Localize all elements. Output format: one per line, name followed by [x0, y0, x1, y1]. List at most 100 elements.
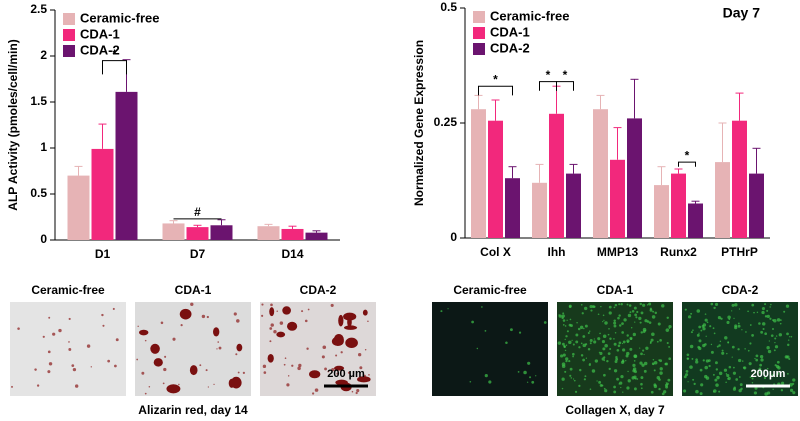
- stain-dot: [632, 363, 636, 367]
- stain-dot: [565, 357, 569, 361]
- y-tick-label: 0.5: [440, 0, 457, 14]
- stain-dot: [577, 327, 581, 331]
- stain-dot: [114, 364, 117, 368]
- significance-label: #: [194, 205, 201, 219]
- stain-blob: [362, 309, 368, 316]
- stain-blob: [276, 331, 286, 338]
- stain-dot: [565, 335, 568, 338]
- stain-dot: [618, 341, 622, 345]
- stain-dot: [761, 310, 765, 315]
- stain-dot: [763, 376, 767, 380]
- stain-dot: [589, 338, 593, 343]
- stain-dot: [652, 358, 655, 361]
- stain-dot: [602, 320, 604, 323]
- stain-dot: [279, 321, 284, 325]
- stain-dot: [364, 349, 367, 351]
- error-bar: [674, 168, 683, 174]
- stain-dot: [17, 327, 20, 330]
- stain-dot: [561, 377, 565, 381]
- legend-swatch: [473, 27, 485, 39]
- stain-dot: [602, 314, 605, 317]
- stain-dot: [273, 329, 277, 334]
- stain-dot: [593, 338, 595, 340]
- stain-dot: [756, 311, 759, 314]
- stain-dot: [766, 309, 769, 312]
- stain-dot: [766, 391, 771, 395]
- stain-dot: [788, 357, 791, 361]
- stain-dot: [668, 357, 671, 361]
- stain-dot: [162, 382, 165, 385]
- stain-dot: [741, 329, 743, 331]
- stain-dot: [747, 349, 750, 352]
- stain-dot: [172, 337, 176, 341]
- stain-dot: [713, 332, 716, 335]
- y-tick-label: 0.5: [30, 186, 47, 200]
- stain-dot: [657, 322, 661, 326]
- stain-dot: [653, 369, 656, 372]
- stain-dot: [569, 374, 572, 377]
- stain-dot: [561, 387, 564, 390]
- stain-dot: [236, 319, 240, 323]
- stain-dot: [469, 380, 472, 383]
- stain-dot: [621, 342, 624, 345]
- stain-dot: [789, 383, 793, 387]
- stain-dot: [640, 382, 643, 386]
- stain-dot: [629, 311, 632, 314]
- stain-blob: [213, 327, 220, 337]
- stain-dot: [741, 360, 744, 362]
- stain-dot: [560, 354, 564, 358]
- stain-blob: [230, 376, 242, 389]
- stain-dot: [640, 387, 643, 390]
- stain-dot: [582, 343, 587, 348]
- stain-dot: [603, 373, 606, 377]
- stain-dot: [588, 330, 591, 333]
- stain-dot: [355, 391, 358, 395]
- stain-dot: [164, 355, 167, 358]
- stain-dot: [583, 306, 588, 311]
- stain-dot: [563, 344, 566, 348]
- stain-dot: [584, 324, 588, 328]
- stain-dot: [597, 337, 601, 341]
- stain-dot: [484, 374, 488, 378]
- stain-dot: [748, 362, 752, 366]
- stain-dot: [566, 319, 568, 321]
- significance-label: *: [112, 47, 117, 61]
- stain-dot: [484, 329, 487, 332]
- stain-dot: [639, 347, 641, 349]
- stain-dot: [626, 339, 630, 343]
- stain-dot: [704, 318, 708, 322]
- bar: [257, 226, 280, 240]
- stain-dot: [725, 381, 727, 384]
- y-tick-label: 0: [450, 230, 457, 244]
- stain-dot: [287, 375, 290, 377]
- stain-dot: [625, 360, 627, 362]
- stain-dot: [665, 362, 669, 366]
- stain-dot: [618, 303, 621, 306]
- micrograph: [432, 302, 548, 396]
- legend-label: CDA-1: [80, 26, 120, 41]
- bar: [162, 223, 185, 240]
- stain-dot: [693, 382, 696, 386]
- stain-dot: [301, 310, 304, 313]
- stain-dot: [638, 316, 642, 321]
- error-bar: [630, 78, 639, 119]
- bar: [210, 225, 233, 240]
- stain-dot: [726, 320, 730, 325]
- stain-dot: [715, 383, 719, 387]
- stain-dot: [593, 305, 596, 308]
- stain-dot: [727, 315, 731, 320]
- stain-dot: [774, 337, 777, 340]
- stain-dot: [733, 366, 735, 369]
- stain-dot: [659, 339, 662, 342]
- stain-dot: [582, 335, 586, 338]
- stain-dot: [751, 377, 754, 380]
- stain-dot: [751, 382, 754, 384]
- stain-dot: [687, 381, 689, 383]
- stain-dot: [582, 358, 586, 362]
- panel-label: CDA-1: [597, 283, 634, 297]
- stain-dot: [270, 303, 273, 307]
- stain-dot: [695, 358, 698, 361]
- bar: [186, 227, 209, 240]
- stain-dot: [634, 370, 637, 374]
- stain-dot: [613, 306, 616, 309]
